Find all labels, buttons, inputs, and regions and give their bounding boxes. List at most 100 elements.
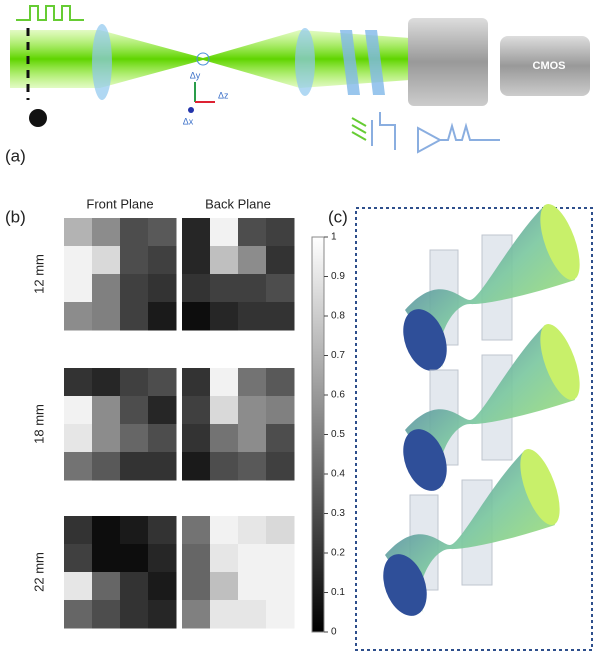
heatmap-cell	[120, 572, 149, 601]
heatmap-cell	[64, 452, 93, 481]
heatmap-cell	[238, 302, 267, 331]
axis-arrow	[188, 107, 194, 113]
heatmap-cell	[182, 572, 211, 601]
heatmap-cell	[266, 424, 295, 453]
signal	[440, 122, 500, 141]
heatmap-cell	[266, 452, 295, 481]
heatmap-cell	[92, 516, 121, 545]
beam-end	[403, 429, 447, 491]
heatmap-cell	[210, 274, 239, 303]
heatmap-cell	[182, 600, 211, 629]
heatmaps: Front Plane Back Plane 12 mm 18 mm 22 mm	[31, 196, 295, 629]
row-label: 22 mm	[31, 552, 46, 592]
panel-box	[355, 207, 593, 651]
heatmap-cell	[92, 452, 121, 481]
row-label: 18 mm	[31, 404, 46, 444]
chopper	[29, 109, 47, 127]
heatmap-cell	[210, 600, 239, 629]
heatmap-cell	[238, 424, 267, 453]
heatmap-cell	[266, 516, 295, 545]
beam-cone	[405, 325, 575, 490]
heatmap-cell	[266, 544, 295, 573]
heatmap-cell	[210, 218, 239, 247]
row-label: 12 mm	[31, 254, 46, 294]
heatmap-cell	[182, 452, 211, 481]
heatmap-cell	[210, 452, 239, 481]
colorbar	[311, 236, 325, 633]
lens	[92, 24, 112, 100]
heatmap-cell	[182, 396, 211, 425]
colorbar-ticks: 0 0.1 0.2 0.3 0.4 0.5 0.6 0.7 0.8 0.9 1	[324, 232, 345, 638]
colorbar-tick-label: 0.1	[331, 587, 345, 598]
colorbar-tick-label: 0.5	[331, 429, 345, 440]
heatmap-cell	[92, 274, 121, 303]
heatmap-cell	[182, 544, 211, 573]
heatmap-cell	[120, 600, 149, 629]
heatmap-cell	[238, 246, 267, 275]
heatmap-cell	[182, 368, 211, 397]
heatmap-cell	[92, 218, 121, 247]
heatmap-cell	[148, 396, 177, 425]
heatmap-cell	[238, 452, 267, 481]
heatmap-cell	[182, 246, 211, 275]
axis-label: Δz	[218, 90, 229, 100]
heatmap-cell	[120, 302, 149, 331]
heatmap-cell	[120, 544, 149, 573]
heatmap-cell	[148, 218, 177, 247]
heatmap-cell	[210, 368, 239, 397]
heatmap-cell	[266, 368, 295, 397]
heatmap-cell	[210, 544, 239, 573]
heatmap-cell	[182, 424, 211, 453]
heatmap-cell	[120, 368, 149, 397]
setup-diagram: CMOS Δy Δz Δx (a)	[5, 5, 590, 165]
column-title: Back Plane	[205, 196, 271, 211]
beam-end	[383, 554, 427, 616]
colorbar-tick-label: 0.6	[331, 390, 345, 401]
heatmap-cell	[266, 572, 295, 601]
heatmap-cell	[64, 396, 93, 425]
heatmap-cell	[148, 452, 177, 481]
heatmap-cell	[238, 544, 267, 573]
focus	[196, 52, 210, 66]
heatmap-cell	[148, 302, 177, 331]
beam-cone	[385, 450, 555, 615]
heatmap-cell	[238, 218, 267, 247]
heatmap-cell	[210, 302, 239, 331]
heatmap-cell	[210, 572, 239, 601]
heatmap-cell	[266, 600, 295, 629]
heatmap-cell	[238, 600, 267, 629]
heatmap-cell	[182, 274, 211, 303]
heatmap-cell	[64, 516, 93, 545]
heatmap-cell	[92, 246, 121, 275]
heatmap-cell	[64, 218, 93, 247]
heatmap-cell	[238, 368, 267, 397]
heatmap-cell	[148, 274, 177, 303]
colorbar-tick-label: 0.3	[331, 508, 345, 519]
heatmap-cell	[120, 516, 149, 545]
circuit	[379, 112, 396, 150]
panel-label: (b)	[5, 207, 26, 226]
heatmap-cell	[266, 218, 295, 247]
heatmap-cell	[64, 368, 93, 397]
heatmap-cell	[64, 302, 93, 331]
beam-end	[520, 449, 560, 525]
heatmap-cell	[120, 396, 149, 425]
heatmap-cell	[148, 424, 177, 453]
heatmap-cell	[266, 274, 295, 303]
beam-end	[540, 204, 580, 280]
colorbar-tick-label: 0.7	[331, 350, 345, 361]
heatmap-cell	[266, 302, 295, 331]
heatmap-cell	[120, 246, 149, 275]
heatmap-cell	[92, 302, 121, 331]
beam-cone	[405, 205, 575, 370]
heatmap-cell	[148, 544, 177, 573]
heatmap-cell	[148, 246, 177, 275]
heatmap-cell	[64, 246, 93, 275]
colorbar-tick-label: 0.2	[331, 548, 345, 559]
heatmap-cell	[120, 424, 149, 453]
heatmap-cell	[148, 572, 177, 601]
heatmap-cell	[64, 572, 93, 601]
colorbar-tick-label: 0.9	[331, 271, 345, 282]
heatmap-cell	[210, 246, 239, 275]
